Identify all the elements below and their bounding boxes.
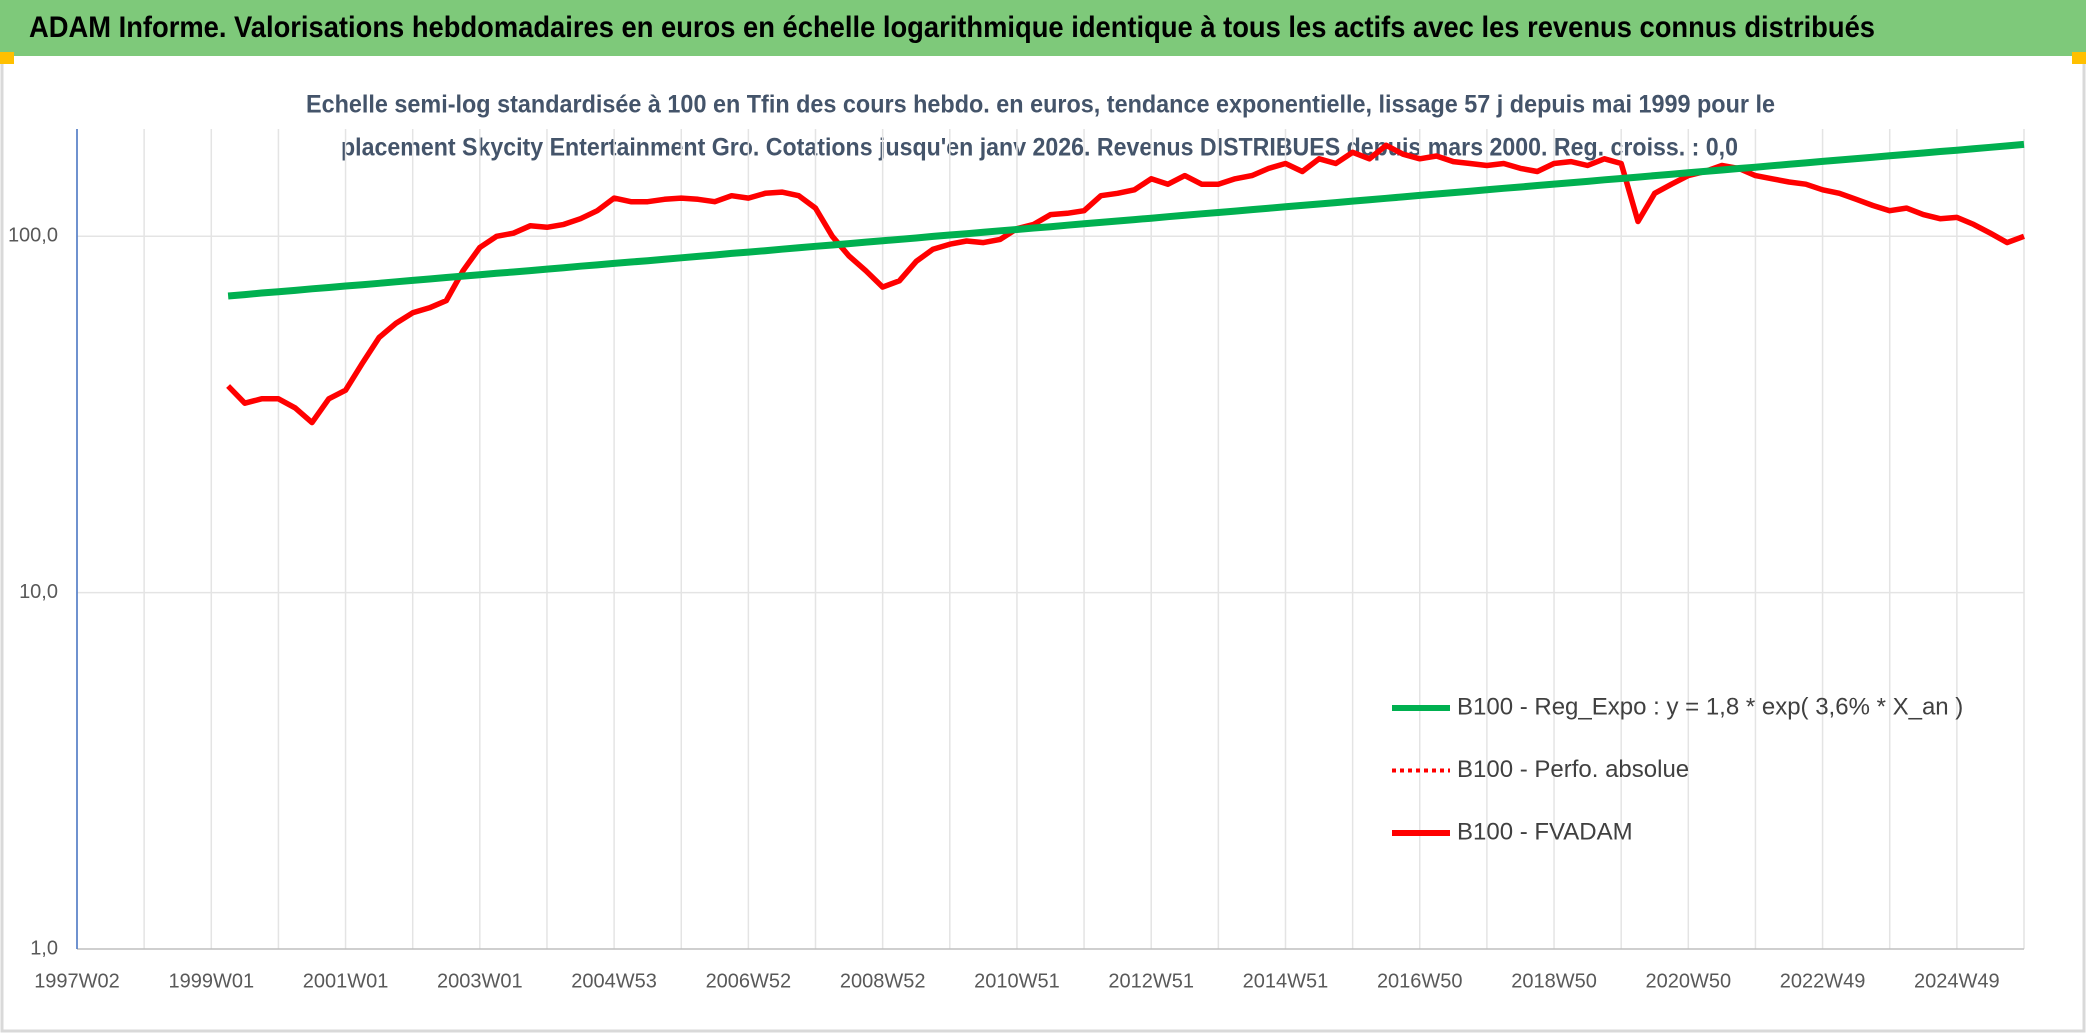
chart-title: ADAM Informe. Valorisations hebdomadaire… bbox=[29, 11, 1875, 44]
plot-area bbox=[226, 140, 2025, 426]
x-tick-label: 2008W52 bbox=[840, 970, 926, 992]
legend-label: B100 - Reg_Expo : y = 1,8 * exp( 3,6% * … bbox=[1457, 693, 1963, 720]
chart-frame bbox=[0, 50, 2086, 1033]
x-tick-label: 2004W53 bbox=[571, 970, 657, 992]
x-tick-label: 2014W51 bbox=[1243, 970, 1329, 992]
x-tick-label: 2010W51 bbox=[974, 970, 1060, 992]
x-tick-label: 2018W50 bbox=[1511, 970, 1597, 992]
x-tick-label: 2022W49 bbox=[1780, 970, 1866, 992]
x-tick-label: 1999W01 bbox=[168, 970, 254, 992]
y-tick-label: 100,0 bbox=[8, 225, 58, 247]
x-tick-label: 2001W01 bbox=[303, 970, 389, 992]
corner-mark bbox=[2072, 52, 2086, 64]
chart-subtitle: placement Skycity Entertainment Gro. Cot… bbox=[341, 134, 1738, 162]
axis-labels: 1,0 10,0 100,0 1997W02 1999W01 2001W01 2003W01… bbox=[8, 225, 2000, 993]
y-tick-label: 10,0 bbox=[19, 581, 58, 603]
x-tick-label: 2006W52 bbox=[706, 970, 792, 992]
x-tick-label: 2020W50 bbox=[1645, 970, 1731, 992]
chart-subtitle: Echelle semi-log standardisée à 100 en T… bbox=[306, 91, 1775, 119]
x-tick-label: 2012W51 bbox=[1108, 970, 1194, 992]
series-line bbox=[227, 140, 2025, 300]
x-tick-label: 1997W02 bbox=[34, 970, 120, 992]
legend-label: B100 - FVADAM bbox=[1457, 818, 1633, 845]
x-tick-label: 2024W49 bbox=[1914, 970, 2000, 992]
series-line bbox=[226, 142, 2025, 426]
legend: B100 - Reg_Expo : y = 1,8 * exp( 3,6% * … bbox=[1392, 693, 1963, 845]
x-tick-label: 2003W01 bbox=[437, 970, 523, 992]
y-tick-label: 1,0 bbox=[30, 937, 58, 959]
header-bar bbox=[0, 0, 2086, 56]
legend-label: B100 - Perfo. absolue bbox=[1457, 756, 1689, 783]
x-tick-label: 2016W50 bbox=[1377, 970, 1463, 992]
corner-mark bbox=[0, 52, 14, 64]
